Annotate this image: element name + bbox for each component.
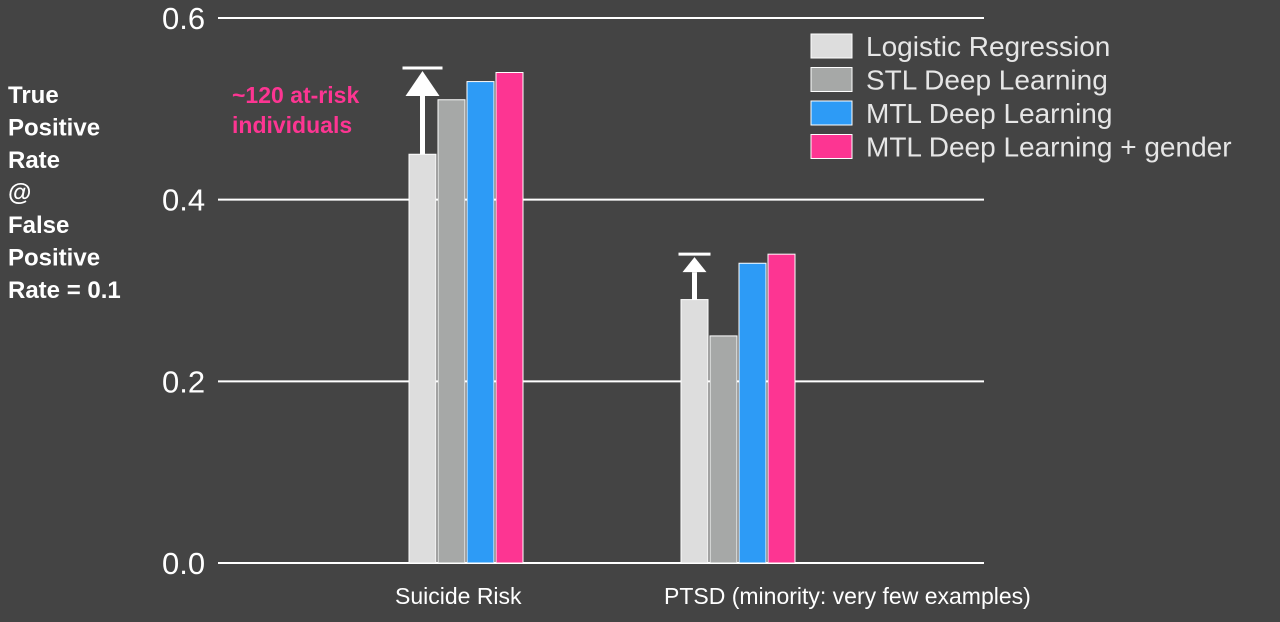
legend-label: MTL Deep Learning bbox=[866, 98, 1112, 129]
legend-label: STL Deep Learning bbox=[866, 65, 1108, 96]
y-tick-label: 0.2 bbox=[162, 364, 205, 399]
improvement-arrow bbox=[678, 252, 711, 300]
improvement-arrows bbox=[402, 66, 711, 300]
y-tick-label: 0.4 bbox=[162, 183, 205, 218]
category-label: Suicide Risk bbox=[395, 583, 522, 609]
bar bbox=[466, 81, 495, 564]
legend-label: MTL Deep Learning + gender bbox=[866, 132, 1232, 163]
y-tick-label: 0.0 bbox=[162, 546, 205, 581]
y-tick-labels: 0.0 0.2 0.4 0.6 bbox=[162, 1, 205, 581]
gridlines bbox=[218, 17, 984, 564]
legend-swatch bbox=[810, 67, 853, 92]
improvement-arrow bbox=[402, 66, 443, 155]
y-axis-label: True Positive Rate @ False Positive Rate = 0.1 bbox=[8, 82, 121, 304]
category-labels: Suicide Risk PTSD (minority: very few exa… bbox=[395, 583, 1031, 609]
legend-swatch bbox=[810, 33, 853, 59]
y-tick-label: 0.6 bbox=[162, 1, 205, 36]
category-label: PTSD (minority: very few examples) bbox=[664, 583, 1031, 609]
bar bbox=[408, 153, 437, 564]
bar bbox=[738, 262, 767, 564]
bars bbox=[408, 72, 796, 564]
bar bbox=[767, 253, 796, 564]
legend-swatch bbox=[810, 100, 853, 126]
annotation-text: ~120 at-risk individuals bbox=[232, 82, 359, 138]
bar bbox=[495, 72, 524, 564]
bar bbox=[437, 99, 466, 564]
legend-swatch bbox=[810, 134, 853, 159]
bar bbox=[680, 299, 709, 564]
bar bbox=[709, 335, 738, 564]
legend-label: Logistic Regression bbox=[866, 31, 1110, 62]
